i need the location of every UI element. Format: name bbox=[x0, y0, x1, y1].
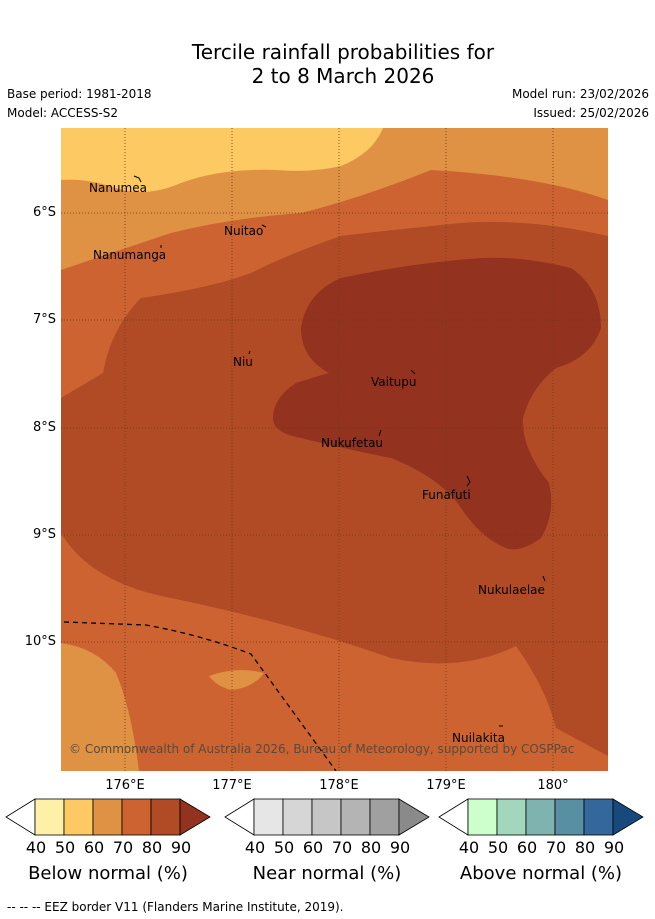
lon-label-178e: 178°E bbox=[319, 778, 359, 793]
place-label-nuilakita: Nuilakita bbox=[452, 731, 505, 745]
below-cb-over-arrow bbox=[179, 798, 211, 836]
lat-label-8s: 8°S bbox=[32, 420, 56, 435]
above-cb-swatch bbox=[583, 798, 614, 836]
cb-near-label: Near normal (%) bbox=[252, 863, 402, 884]
near-cb-swatch bbox=[253, 798, 284, 836]
lat-label-7s: 7°S bbox=[32, 312, 56, 327]
rainfall-map bbox=[61, 128, 608, 771]
graticule bbox=[61, 128, 608, 771]
cb-near-tick-50: 50 bbox=[273, 838, 295, 857]
cb-near-tick-40: 40 bbox=[244, 838, 266, 857]
near-cb-swatch bbox=[282, 798, 313, 836]
island-nukufetau bbox=[378, 429, 382, 437]
band-70-80-south bbox=[61, 533, 608, 771]
below-cb-swatch bbox=[150, 798, 181, 836]
map-credit: © Commonwealth of Australia 2026, Bureau… bbox=[69, 742, 575, 756]
blob-60-70 bbox=[209, 670, 264, 690]
above-cb-over-arrow bbox=[612, 798, 644, 836]
place-label-vaitupu: Vaitupu bbox=[371, 375, 417, 389]
cb-below-tick-90: 90 bbox=[170, 838, 192, 857]
band-90-core bbox=[273, 257, 601, 550]
lat-label-9s: 9°S bbox=[32, 527, 56, 542]
cb-below-tick-80: 80 bbox=[141, 838, 163, 857]
base-period: Base period: 1981-2018 bbox=[7, 87, 152, 101]
cb-near-tick-70: 70 bbox=[331, 838, 353, 857]
near-cb-swatch bbox=[311, 798, 342, 836]
near-cb-under-arrow bbox=[224, 798, 255, 836]
cb-above-tick-60: 60 bbox=[516, 838, 538, 857]
cb-near-tick-90: 90 bbox=[389, 838, 411, 857]
band-50-60-north bbox=[61, 128, 383, 192]
near-cb-swatch bbox=[340, 798, 371, 836]
below-cb-swatch bbox=[121, 798, 152, 836]
cb-near-tick-80: 80 bbox=[360, 838, 382, 857]
lon-label-177e: 177°E bbox=[212, 778, 252, 793]
below-cb-swatch bbox=[92, 798, 123, 836]
lon-label-179e: 179°E bbox=[426, 778, 466, 793]
island-niu bbox=[248, 350, 251, 355]
cb-above-tick-80: 80 bbox=[574, 838, 596, 857]
below-cb-swatch bbox=[34, 798, 65, 836]
colorbar-above-normal bbox=[438, 798, 644, 836]
cb-below-label: Below normal (%) bbox=[28, 863, 188, 884]
below-cb-swatch bbox=[63, 798, 94, 836]
cb-near-tick-60: 60 bbox=[302, 838, 324, 857]
above-cb-swatch bbox=[467, 798, 498, 836]
above-cb-under-arrow bbox=[438, 798, 469, 836]
lon-label-176e: 176°E bbox=[105, 778, 145, 793]
colorbar-near-normal bbox=[224, 798, 430, 836]
lat-label-6s: 6°S bbox=[32, 205, 56, 220]
band-60-70-southwest bbox=[61, 643, 139, 771]
cb-below-tick-40: 40 bbox=[25, 838, 47, 857]
below-cb-under-arrow bbox=[5, 798, 36, 836]
near-cb-over-arrow bbox=[398, 798, 430, 836]
eez-border bbox=[63, 621, 337, 771]
cb-below-tick-60: 60 bbox=[83, 838, 105, 857]
title-line-2: 2 to 8 March 2026 bbox=[251, 64, 435, 88]
cb-above-tick-50: 50 bbox=[487, 838, 509, 857]
cb-below-tick-70: 70 bbox=[112, 838, 134, 857]
cb-above-tick-40: 40 bbox=[458, 838, 480, 857]
islands bbox=[133, 175, 546, 727]
place-label-niu: Niu bbox=[233, 355, 253, 369]
island-vaitupu bbox=[410, 369, 416, 375]
cb-above-tick-90: 90 bbox=[603, 838, 625, 857]
model-name: Model: ACCESS-S2 bbox=[7, 106, 119, 120]
island-nanumea bbox=[133, 175, 142, 183]
title-line-1: Tercile rainfall probabilities for bbox=[191, 40, 495, 64]
near-cb-swatch bbox=[369, 798, 400, 836]
place-label-nuitao: Nuitao bbox=[224, 224, 264, 238]
colorbar-below-normal bbox=[5, 798, 211, 836]
cb-above-label: Above normal (%) bbox=[459, 863, 623, 884]
cb-above-tick-70: 70 bbox=[545, 838, 567, 857]
place-label-nanumanga: Nanumanga bbox=[93, 248, 167, 262]
island-nukulaelae bbox=[542, 575, 546, 582]
model-run: Model run: 23/02/2026 bbox=[511, 87, 649, 101]
place-label-nukufetau: Nukufetau bbox=[321, 436, 384, 450]
place-label-nanumea: Nanumea bbox=[89, 181, 147, 195]
eez-legend: -- -- -- EEZ border V11 (Flanders Marine… bbox=[7, 900, 344, 914]
above-cb-swatch bbox=[525, 798, 556, 836]
above-cb-swatch bbox=[554, 798, 585, 836]
issued-date: Issued: 25/02/2026 bbox=[533, 106, 649, 120]
island-funafuti bbox=[466, 475, 471, 487]
map-title: Tercile rainfall probabilities for 2 to … bbox=[0, 40, 655, 88]
island-nuitao bbox=[261, 224, 267, 228]
above-cb-swatch bbox=[496, 798, 527, 836]
place-label-nukulaelae: Nukulaelae bbox=[478, 583, 545, 597]
lat-label-10s: 10°S bbox=[24, 634, 56, 649]
cb-below-tick-50: 50 bbox=[54, 838, 76, 857]
lon-label-180: 180° bbox=[537, 778, 569, 793]
place-label-funafuti: Funafuti bbox=[422, 488, 471, 502]
